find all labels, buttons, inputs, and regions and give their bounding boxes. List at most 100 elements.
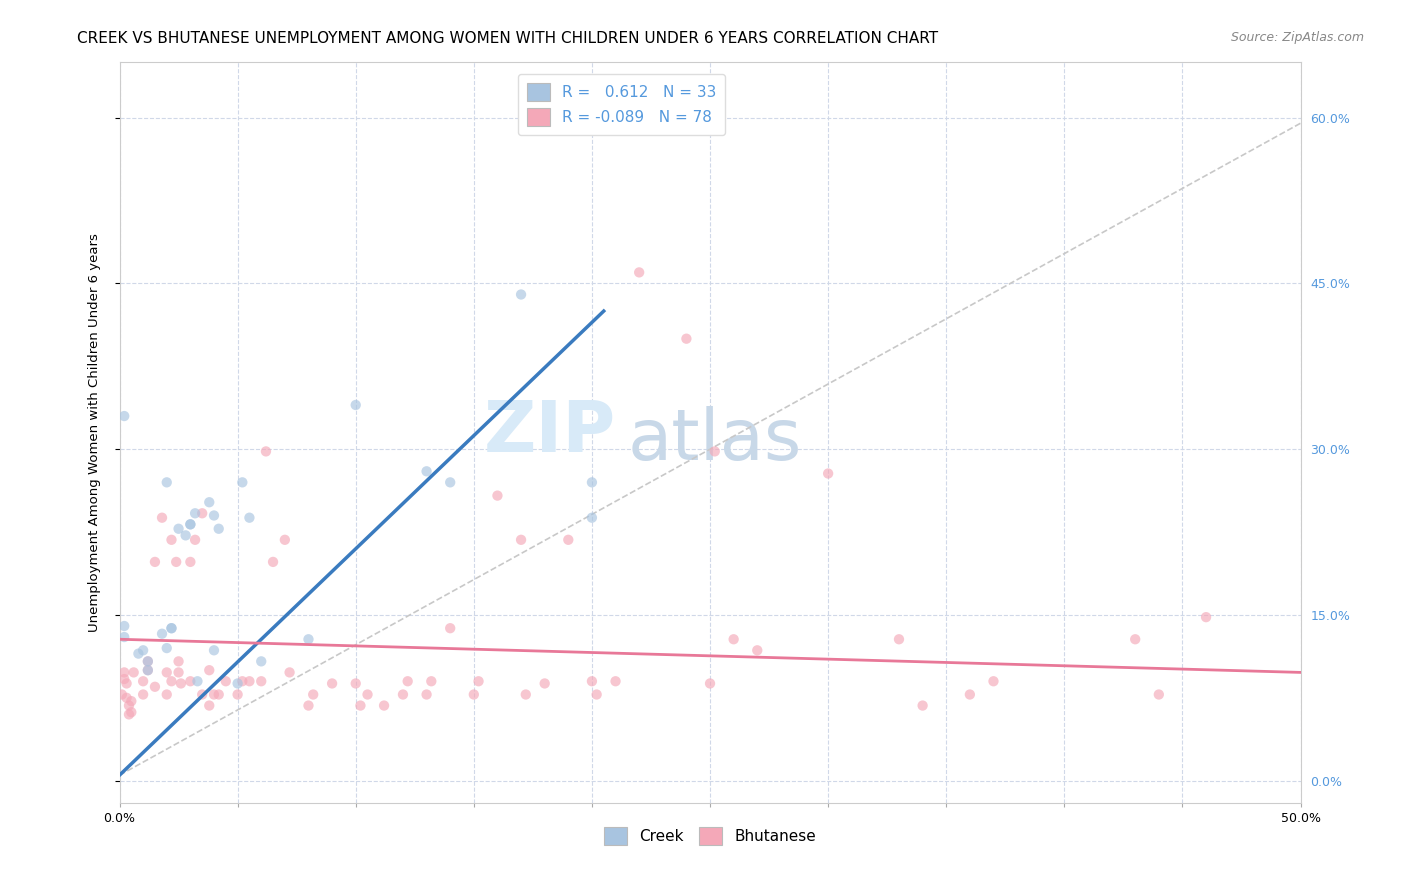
Point <box>420 674 443 689</box>
Point <box>112 672 135 686</box>
Point <box>179 517 201 532</box>
Point <box>112 619 135 633</box>
Point <box>585 688 607 702</box>
Point <box>156 475 179 490</box>
Point <box>167 522 190 536</box>
Point <box>373 698 395 713</box>
Point <box>274 533 297 547</box>
Point <box>297 632 319 647</box>
Point <box>415 464 437 478</box>
Point <box>396 674 419 689</box>
Point <box>156 688 179 702</box>
Point <box>132 688 155 702</box>
Point <box>198 495 221 509</box>
Point <box>747 643 769 657</box>
Point <box>184 533 207 547</box>
Point <box>238 674 260 689</box>
Point <box>120 694 142 708</box>
Point <box>675 332 697 346</box>
Point <box>302 688 325 702</box>
Point <box>150 626 173 640</box>
Point <box>392 688 415 702</box>
Point <box>1123 632 1146 647</box>
Point <box>723 632 745 647</box>
Point <box>136 654 159 668</box>
Point <box>226 688 249 702</box>
Point <box>120 705 142 719</box>
Point <box>959 688 981 702</box>
Point <box>983 674 1005 689</box>
Point <box>136 663 159 677</box>
Point <box>127 647 149 661</box>
Point <box>581 674 603 689</box>
Point <box>198 698 221 713</box>
Point <box>167 654 190 668</box>
Point <box>817 467 839 481</box>
Point <box>112 409 135 423</box>
Point <box>250 674 273 689</box>
Text: Source: ZipAtlas.com: Source: ZipAtlas.com <box>1230 31 1364 45</box>
Point <box>1147 688 1170 702</box>
Point <box>699 676 721 690</box>
Point <box>215 674 238 689</box>
Point <box>581 510 603 524</box>
Text: ZIP: ZIP <box>484 398 616 467</box>
Point <box>510 533 533 547</box>
Point <box>132 674 155 689</box>
Point <box>198 663 221 677</box>
Point <box>703 444 725 458</box>
Y-axis label: Unemployment Among Women with Children Under 6 years: Unemployment Among Women with Children U… <box>89 233 101 632</box>
Point <box>160 533 183 547</box>
Point <box>132 643 155 657</box>
Point <box>112 665 135 680</box>
Point <box>202 643 225 657</box>
Point <box>179 674 201 689</box>
Point <box>439 475 461 490</box>
Point <box>344 676 367 690</box>
Point <box>156 641 179 656</box>
Point <box>150 510 173 524</box>
Point <box>887 632 910 647</box>
Point <box>170 676 193 690</box>
Point <box>208 522 231 536</box>
Point <box>486 489 509 503</box>
Point <box>118 707 141 722</box>
Point <box>628 265 651 279</box>
Point <box>160 621 183 635</box>
Point <box>463 688 485 702</box>
Point <box>515 688 537 702</box>
Point <box>165 555 187 569</box>
Point <box>911 698 934 713</box>
Point <box>186 674 208 689</box>
Point <box>226 676 249 690</box>
Point <box>111 688 134 702</box>
Point <box>143 555 166 569</box>
Point <box>349 698 371 713</box>
Point <box>202 508 225 523</box>
Point <box>160 674 183 689</box>
Point <box>191 506 214 520</box>
Point <box>191 688 214 702</box>
Point <box>238 510 260 524</box>
Point <box>156 665 179 680</box>
Point <box>179 517 201 532</box>
Point <box>115 676 138 690</box>
Point <box>115 690 138 705</box>
Point <box>118 698 141 713</box>
Point <box>250 654 273 668</box>
Point <box>254 444 277 458</box>
Point <box>321 676 343 690</box>
Point <box>557 533 579 547</box>
Point <box>143 680 166 694</box>
Point <box>167 665 190 680</box>
Point <box>231 475 253 490</box>
Text: atlas: atlas <box>627 406 801 475</box>
Point <box>297 698 319 713</box>
Point <box>581 475 603 490</box>
Text: CREEK VS BHUTANESE UNEMPLOYMENT AMONG WOMEN WITH CHILDREN UNDER 6 YEARS CORRELAT: CREEK VS BHUTANESE UNEMPLOYMENT AMONG WO… <box>77 31 938 46</box>
Point <box>262 555 284 569</box>
Point <box>136 654 159 668</box>
Point <box>174 528 197 542</box>
Legend: Creek, Bhutanese: Creek, Bhutanese <box>598 821 823 851</box>
Point <box>160 621 183 635</box>
